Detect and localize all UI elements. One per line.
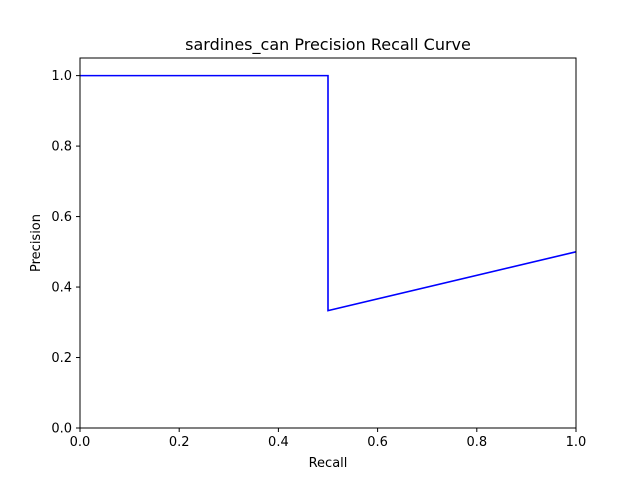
- series-layer: [80, 74, 577, 312]
- x-tick-label: 0.0: [70, 435, 91, 450]
- x-tick-label: 0.8: [466, 435, 487, 450]
- x-axis-ticks: 0.0 0.2 0.4 0.6 0.8 1.0: [70, 428, 587, 450]
- y-tick-label: 0.2: [51, 351, 72, 366]
- y-tick-label: 0.8: [51, 140, 72, 155]
- x-axis-label: Recall: [309, 456, 348, 471]
- x-tick-label: 0.4: [268, 435, 289, 450]
- x-tick-label: 0.6: [367, 435, 388, 450]
- y-tick-label: 0.6: [51, 210, 72, 225]
- chart-title: sardines_can Precision Recall Curve: [185, 35, 471, 55]
- y-tick-label: 0.0: [51, 422, 72, 437]
- axes-frame: [79, 57, 577, 429]
- y-tick-label: 0.4: [51, 281, 72, 296]
- x-tick-label: 1.0: [566, 435, 587, 450]
- y-axis-ticks: 0.0 0.2 0.4 0.6 0.8 1.0: [51, 69, 80, 437]
- precision-recall-line: [80, 74, 577, 312]
- y-axis-label: Precision: [29, 214, 44, 272]
- x-tick-label: 0.2: [169, 435, 190, 450]
- y-tick-label: 1.0: [51, 69, 72, 84]
